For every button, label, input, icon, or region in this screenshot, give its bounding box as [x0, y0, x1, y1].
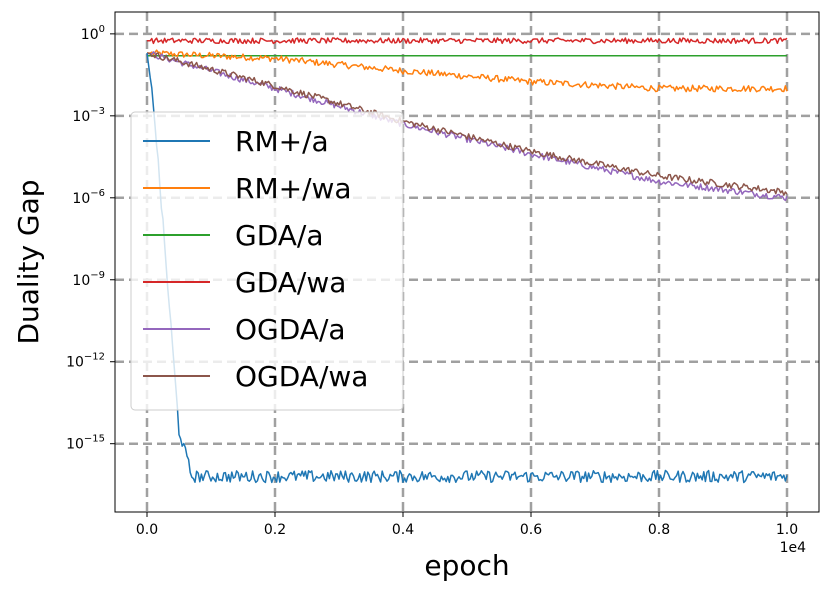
series-line [146, 52, 788, 196]
series-line [146, 49, 788, 93]
y-tick-label: 10−12 [66, 352, 105, 371]
y-tick-label: 10−9 [72, 270, 105, 289]
legend: RM+/a RM+/wa GDA/a GDA/wa OGDA/a OGDA/wa [130, 111, 404, 411]
series-line [146, 51, 788, 202]
legend-label: GDA/wa [235, 266, 346, 299]
y-tick-label: 100 [81, 24, 105, 43]
x-tick-label: 0.8 [648, 522, 670, 538]
x-tick-label: 0.2 [264, 522, 286, 538]
x-axis-offset-label: 1e4 [780, 540, 807, 556]
x-tick-label: 0.6 [520, 522, 542, 538]
legend-box [130, 111, 404, 411]
legend-label: RM+/a [235, 125, 329, 158]
x-tick-label: 0.4 [392, 522, 414, 538]
y-tick-label: 10−3 [72, 106, 105, 125]
series-lines [146, 37, 788, 484]
legend-label: OGDA/a [235, 313, 346, 346]
x-tick-label: 0.0 [136, 522, 158, 538]
series-line [147, 37, 788, 45]
y-tick-label: 10−15 [66, 434, 105, 453]
legend-label: RM+/wa [235, 172, 352, 205]
x-axis-ticks: 0.0 0.2 0.4 0.6 0.8 1.0 [136, 512, 798, 538]
y-tick-label: 10−6 [72, 188, 105, 207]
legend-label: GDA/a [235, 219, 324, 252]
plot-frame [114, 11, 820, 513]
series-line [146, 52, 788, 484]
x-axis-label: epoch [424, 549, 509, 582]
legend-label: OGDA/wa [235, 360, 368, 393]
y-axis-ticks: 100 10−3 10−6 10−9 10−12 10−15 [66, 24, 115, 453]
y-axis-label: Duality Gap [12, 179, 45, 344]
x-tick-label: 1.0 [776, 522, 798, 538]
